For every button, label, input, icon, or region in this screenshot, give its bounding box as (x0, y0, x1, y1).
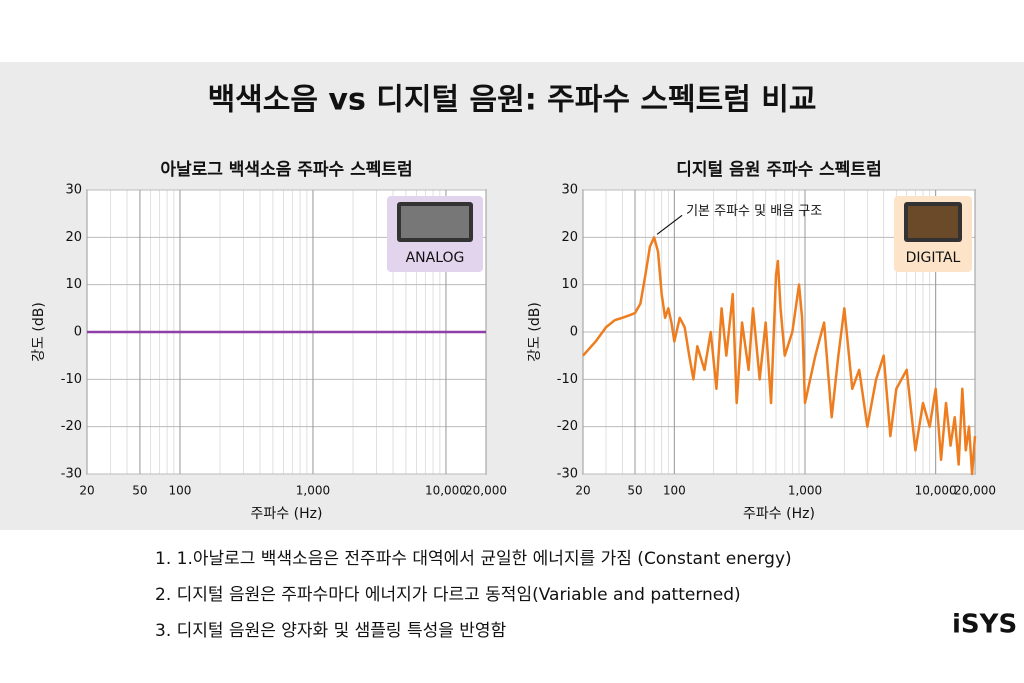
line (582, 236, 977, 476)
x-tick-label: 20 (575, 484, 590, 498)
y-axis-label: 강도 (dB) (527, 302, 543, 362)
y-tick-label: 0 (570, 325, 578, 340)
x-tick-label: 100 (663, 484, 686, 498)
y-tick-label: -20 (557, 419, 578, 434)
y-tick-label: 10 (65, 277, 82, 292)
annotation: 기본 주파수 및 배음 구조 (686, 204, 822, 219)
x-tick-label: 20,000 (954, 484, 996, 498)
chart-title: 아날로그 백색소음 주파수 스펙트럼 (160, 160, 412, 180)
x-tick-label: 50 (627, 484, 642, 498)
y-tick-label: -10 (61, 372, 82, 387)
badge-icon-screen (401, 206, 469, 238)
x-tick-label: 1,000 (296, 484, 330, 498)
badge-icon-screen (908, 206, 958, 238)
x-tick-label: 20 (79, 484, 94, 498)
y-tick-label: 0 (74, 325, 82, 340)
x-tick-label: 1,000 (788, 484, 822, 498)
annotation-arrow (656, 214, 683, 235)
badge-label: ANALOG (406, 250, 465, 266)
y-tick-label: -20 (61, 419, 82, 434)
y-tick-label: -30 (61, 467, 82, 482)
x-tick-label: 100 (169, 484, 192, 498)
x-axis-label: 주파수 (Hz) (251, 506, 323, 522)
page-title: 백색소음 vs 디지털 음원: 주파수 스펙트럼 비교 (208, 83, 817, 118)
note: 2. 디지털 음원은 주파수마다 에너지가 다르고 동적임(Variable a… (155, 585, 741, 605)
y-tick-label: -10 (557, 372, 578, 387)
x-tick-label: 50 (132, 484, 147, 498)
y-tick-label: 30 (65, 183, 82, 198)
note: 1. 1.아날로그 백색소음은 전주파수 대역에서 균일한 에너지를 가짐 (C… (155, 549, 792, 569)
y-tick-label: 10 (561, 277, 578, 292)
x-tick-label: 20,000 (465, 484, 507, 498)
chart-title: 디지털 음원 주파수 스펙트럼 (676, 160, 881, 180)
x-tick-label: 10,000 (425, 484, 467, 498)
x-axis-label: 주파수 (Hz) (743, 506, 815, 522)
note: 3. 디지털 음원은 양자화 및 샘플링 특성을 반영함 (155, 621, 507, 641)
x-tick-label: 10,000 (915, 484, 957, 498)
y-tick-label: 20 (561, 230, 578, 245)
badge-label: DIGITAL (906, 250, 961, 266)
logo: iSYS (952, 610, 1017, 640)
y-tick-label: 30 (561, 183, 578, 198)
y-tick-label: -30 (557, 467, 578, 482)
y-axis-label: 강도 (dB) (31, 302, 47, 362)
y-tick-label: 20 (65, 230, 82, 245)
